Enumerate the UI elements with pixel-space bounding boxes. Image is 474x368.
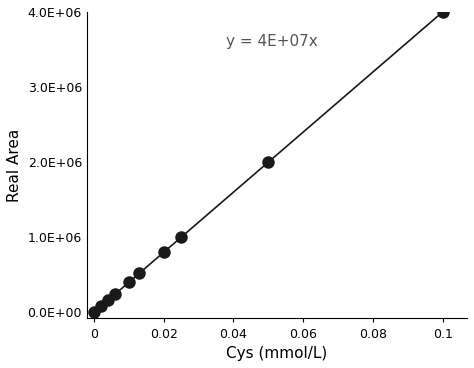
Point xyxy=(125,279,133,285)
Point xyxy=(111,291,118,297)
Point xyxy=(136,270,143,276)
Text: y = 4E+07x: y = 4E+07x xyxy=(227,35,318,49)
Point xyxy=(264,159,272,165)
X-axis label: Cys (mmol/L): Cys (mmol/L) xyxy=(226,346,328,361)
Point xyxy=(90,309,98,315)
Point xyxy=(177,234,185,240)
Point xyxy=(439,9,447,15)
Point xyxy=(104,297,111,303)
Point xyxy=(97,304,105,309)
Point xyxy=(160,250,167,255)
Y-axis label: Real Area: Real Area xyxy=(7,128,22,202)
